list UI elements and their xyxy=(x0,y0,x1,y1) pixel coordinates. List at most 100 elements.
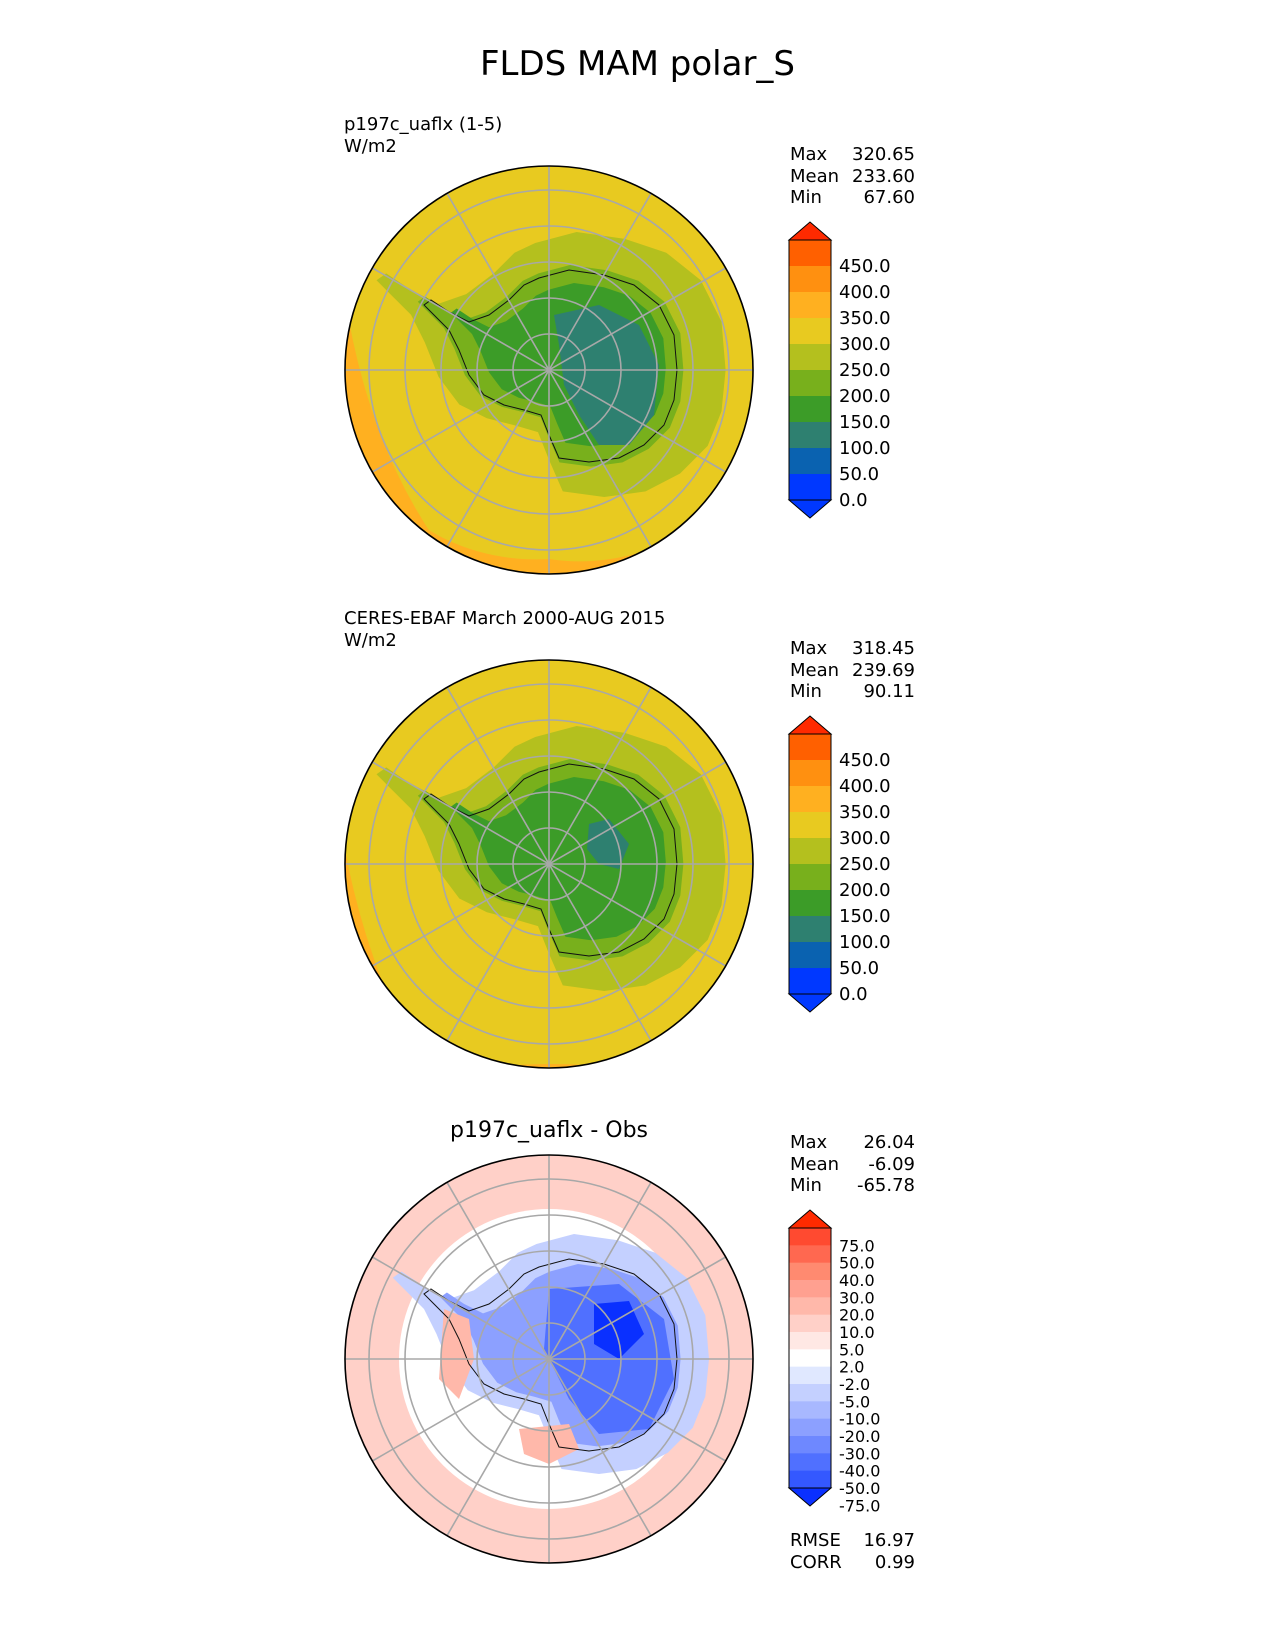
panel2-stats: Max 318.45 Mean 239.69 Min 90.11 xyxy=(790,638,915,703)
colorbar-band xyxy=(789,864,831,891)
colorbar-band xyxy=(789,1297,831,1316)
colorbar-tick-label: 50.0 xyxy=(839,1254,875,1273)
colorbar-tick-label: 75.0 xyxy=(839,1236,875,1255)
panel1-polar-map xyxy=(344,165,754,575)
colorbar-tick-label: -20.0 xyxy=(839,1427,880,1446)
colorbar-tick-label: 150.0 xyxy=(839,906,891,927)
colorbar-band xyxy=(789,1470,831,1489)
colorbar-band xyxy=(789,838,831,865)
colorbar-tick-label: 2.0 xyxy=(839,1358,864,1377)
colorbar-band xyxy=(789,240,831,267)
colorbar-band xyxy=(789,812,831,839)
colorbar-tick-label: -2.0 xyxy=(839,1375,870,1394)
metric-corr: CORR 0.99 xyxy=(790,1551,915,1573)
panel2-colorbar: 450.0 400.0 350.0 300.0 250.0 200.0 150.0 100.0… xyxy=(787,715,891,1013)
colorbar-band xyxy=(789,734,831,761)
panel3-stats: Max 26.04 Mean -6.09 Min -65.78 xyxy=(790,1132,915,1197)
colorbar-band xyxy=(789,760,831,787)
panel3-title: p197c_uaflx - Obs xyxy=(449,1118,649,1143)
colorbar-tick-label: 5.0 xyxy=(839,1340,864,1359)
panel3-metrics: RMSE 16.97 CORR 0.99 xyxy=(790,1530,915,1573)
colorbar-band xyxy=(789,266,831,293)
colorbar-band xyxy=(789,916,831,943)
colorbar-band xyxy=(789,1245,831,1264)
colorbar-tick-label: -10.0 xyxy=(839,1410,880,1429)
panel1-stats: Max 320.65 Mean 233.60 Min 67.60 xyxy=(790,144,915,209)
colorbar-tick-label: 100.0 xyxy=(839,438,891,459)
colorbar-tick-label: -30.0 xyxy=(839,1444,880,1463)
colorbar-tick-label: 300.0 xyxy=(839,828,891,849)
colorbar-frame xyxy=(788,733,832,995)
colorbar-tick-label: 10.0 xyxy=(839,1323,875,1342)
colorbar-tick-label: 200.0 xyxy=(839,880,891,901)
panel3-colorbar: 75.050.040.030.020.010.05.02.0-2.0-5.0-1… xyxy=(787,1209,880,1515)
colorbar-frame xyxy=(788,1227,832,1489)
colorbar-tick-label: 0.0 xyxy=(839,984,868,1005)
colorbar-band xyxy=(789,1262,831,1281)
colorbar-band xyxy=(789,1228,831,1246)
colorbar-band xyxy=(789,344,831,371)
colorbar-tick-label: -40.0 xyxy=(839,1462,880,1481)
colorbar-tick-label: 350.0 xyxy=(839,308,891,329)
colorbar-tick-label: 250.0 xyxy=(839,360,891,381)
colorbar-tick-label: 150.0 xyxy=(839,412,891,433)
metric-rmse: RMSE 16.97 xyxy=(790,1530,915,1551)
colorbar-tick-label: 200.0 xyxy=(839,386,891,407)
colorbar-tick-label: -5.0 xyxy=(839,1392,870,1411)
panel1-title: p197c_uaflx (1-5) xyxy=(344,114,503,135)
colorbar-band xyxy=(789,786,831,813)
colorbar-tick-label: 50.0 xyxy=(839,464,879,485)
colorbar-tick-label: 400.0 xyxy=(839,282,891,303)
colorbar-band xyxy=(789,1453,831,1472)
colorbar-tick-label: 30.0 xyxy=(839,1288,875,1307)
panel3-polar-map xyxy=(344,1154,754,1564)
colorbar-band xyxy=(789,942,831,969)
colorbar-band xyxy=(789,1314,831,1333)
colorbar-band xyxy=(789,1332,831,1350)
colorbar-extend-min xyxy=(787,1487,833,1507)
colorbar-band xyxy=(789,1280,831,1298)
stat-max: Max 320.65 xyxy=(790,144,915,165)
map-field xyxy=(345,660,753,1068)
colorbar-tick-label: 300.0 xyxy=(839,334,891,355)
colorbar-extend-max xyxy=(787,715,833,735)
high-plateau-zone xyxy=(587,819,629,869)
figure-title: FLDS MAM polar_S xyxy=(479,44,796,84)
colorbar-extend-max xyxy=(787,221,833,241)
colorbar-tick-label: 450.0 xyxy=(839,256,891,277)
meridian-line-6 xyxy=(446,686,652,1042)
positive-zone-peninsula xyxy=(439,1309,474,1399)
colorbar-band xyxy=(789,474,831,501)
colorbar-tick-label: 250.0 xyxy=(839,854,891,875)
colorbar-band xyxy=(789,448,831,475)
colorbar-band xyxy=(789,1418,831,1437)
colorbar-tick-label: 100.0 xyxy=(839,932,891,953)
colorbar-band xyxy=(789,1384,831,1402)
colorbar-band xyxy=(789,1349,831,1368)
colorbar-band xyxy=(789,1366,831,1385)
stat-min: Min 90.11 xyxy=(790,681,915,702)
colorbar-tick-label: -75.0 xyxy=(839,1496,880,1515)
colorbar-tick-label: 400.0 xyxy=(839,776,891,797)
colorbar-extend-max xyxy=(787,1209,833,1229)
map-border xyxy=(344,165,754,575)
colorbar-tick-label: 50.0 xyxy=(839,958,879,979)
map-field xyxy=(345,1155,753,1563)
map-border xyxy=(344,659,754,1069)
colorbar-band xyxy=(789,318,831,345)
colorbar-band xyxy=(789,370,831,397)
panel2-polar-map xyxy=(344,659,754,1069)
meridian-line-6 xyxy=(446,1181,652,1537)
colorbar-tick-label: 350.0 xyxy=(839,802,891,823)
stat-mean: Mean -6.09 xyxy=(790,1153,915,1175)
colorbar-tick-label: 0.0 xyxy=(839,490,868,511)
colorbar-band xyxy=(789,890,831,917)
high-plateau-zone xyxy=(554,305,659,445)
colorbar-tick-label: 20.0 xyxy=(839,1306,875,1325)
colorbar-band xyxy=(789,396,831,423)
panel1-colorbar: 450.0 400.0 350.0 300.0 250.0 200.0 150.0 100.0… xyxy=(787,221,891,519)
stat-max: Max 318.45 xyxy=(790,638,915,659)
warm-region-south xyxy=(463,1064,643,1068)
stat-max: Max 26.04 xyxy=(790,1132,915,1153)
colorbar-band xyxy=(789,422,831,449)
